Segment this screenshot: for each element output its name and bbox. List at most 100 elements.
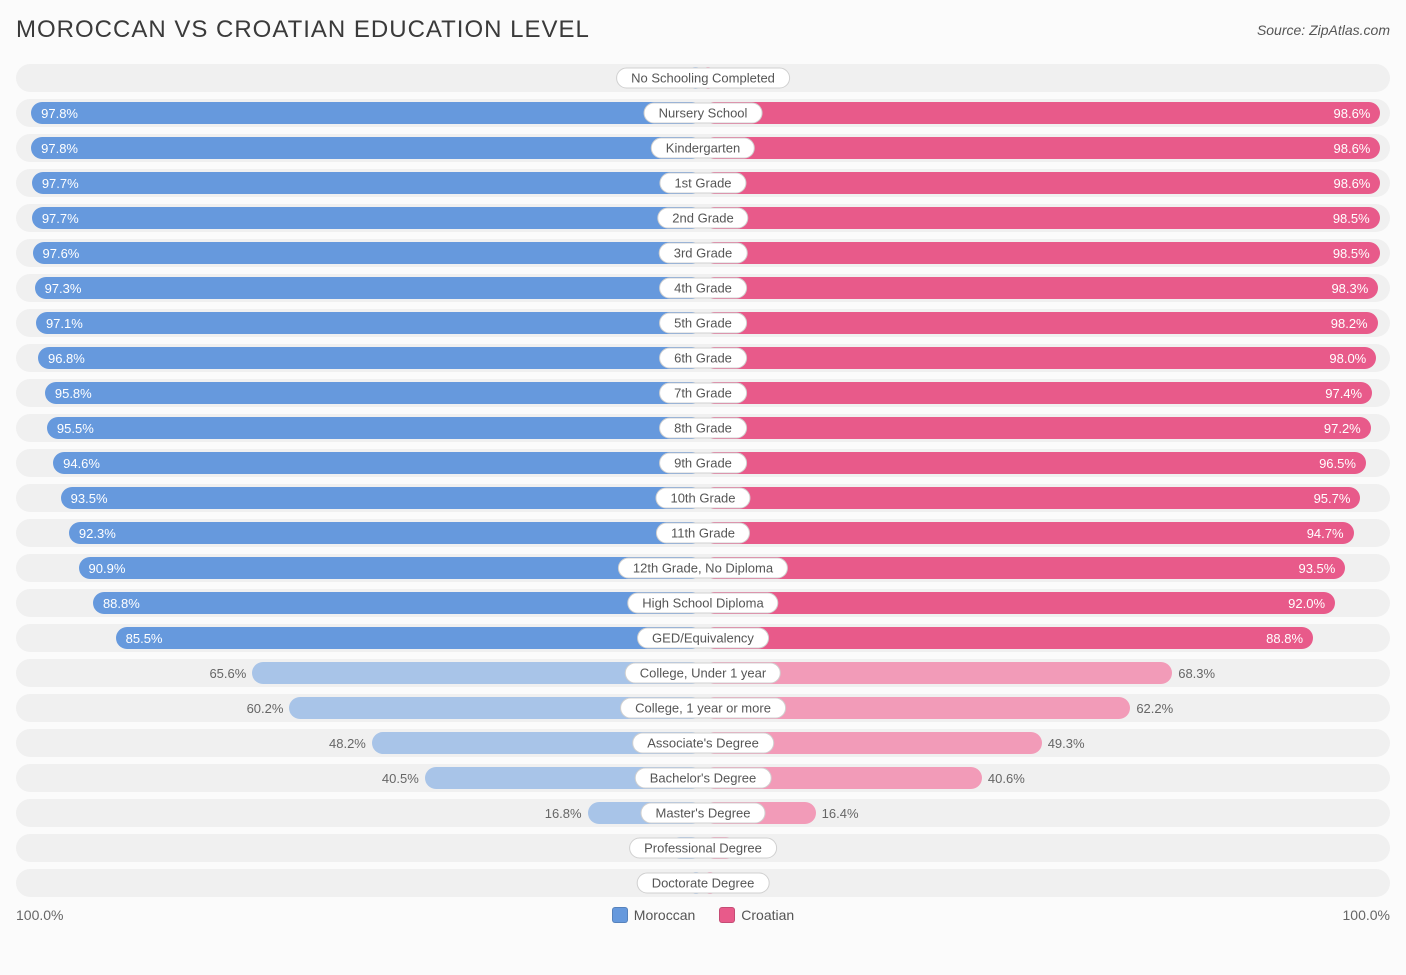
chart-row: 97.8% 98.6% Kindergarten [16, 134, 1390, 162]
legend-label-right: Croatian [741, 907, 794, 923]
bar-value-right: 98.2% [1321, 316, 1378, 331]
chart-row: 90.9% 93.5% 12th Grade, No Diploma [16, 554, 1390, 582]
category-label: Master's Degree [641, 803, 766, 824]
bar-left: 94.6% [53, 452, 703, 474]
bar-left: 92.3% [69, 522, 703, 544]
chart-row: 88.8%92.0%High School Diploma [16, 589, 1390, 617]
category-label: College, 1 year or more [620, 698, 786, 719]
bar-left: 97.6% [33, 242, 704, 264]
bar-value-right: 98.6% [1324, 141, 1381, 156]
category-label: College, Under 1 year [625, 663, 781, 684]
bar-value-left: 40.5% [372, 771, 425, 786]
category-label: Professional Degree [629, 838, 777, 859]
source-prefix: Source: [1257, 22, 1309, 38]
bar-left: 97.8% [31, 137, 703, 159]
chart-row: 16.8% 16.4% Master's Degree [16, 799, 1390, 827]
bar-left: 97.1% [36, 312, 703, 334]
bar-value-left: 97.3% [35, 281, 92, 296]
bar-value-right: 40.6% [982, 771, 1035, 786]
bar-value-left: 65.6% [199, 666, 252, 681]
bar-value-right: 93.5% [1288, 561, 1345, 576]
bar-value-right: 62.2% [1130, 701, 1183, 716]
bar-value-left: 95.5% [47, 421, 104, 436]
bar-value-right: 92.0% [1278, 596, 1335, 611]
category-label: 10th Grade [655, 488, 750, 509]
bar-value-right: 16.4% [816, 806, 869, 821]
chart-row: 94.6%96.5%9th Grade [16, 449, 1390, 477]
bar-value-left: 85.5% [116, 631, 173, 646]
bar-value-left: 16.8% [535, 806, 588, 821]
bar-value-left: 90.9% [79, 561, 136, 576]
chart-title: MOROCCAN VS CROATIAN EDUCATION LEVEL [16, 16, 590, 44]
bar-value-right: 97.2% [1314, 421, 1371, 436]
category-label: 8th Grade [659, 418, 747, 439]
chart-row: 40.5% 40.6% Bachelor's Degree [16, 764, 1390, 792]
bar-value-right: 88.8% [1256, 631, 1313, 646]
chart-row: 95.5% 97.2% 8th Grade [16, 414, 1390, 442]
bar-left: 93.5% [61, 487, 703, 509]
chart-row: 2.0%2.0%Doctorate Degree [16, 869, 1390, 897]
bar-right: 97.4% [703, 382, 1372, 404]
bar-value-right: 98.3% [1321, 281, 1378, 296]
chart-row: 65.6% 68.3% College, Under 1 year [16, 659, 1390, 687]
chart-row: 2.2%1.5%No Schooling Completed [16, 64, 1390, 92]
chart-row: 97.6% 98.5% 3rd Grade [16, 239, 1390, 267]
chart-row: 97.1%98.2%5th Grade [16, 309, 1390, 337]
chart-row: 85.5%88.8%GED/Equivalency [16, 624, 1390, 652]
bar-left: 97.8% [31, 102, 703, 124]
bar-right: 93.5% [703, 557, 1345, 579]
chart-row: 97.7%98.6%1st Grade [16, 169, 1390, 197]
bar-left: 96.8% [38, 347, 703, 369]
chart-row: 48.2%49.3%Associate's Degree [16, 729, 1390, 757]
butterfly-chart: 2.2%1.5%No Schooling Completed 97.8% 98.6%… [16, 64, 1390, 897]
bar-left: 95.5% [47, 417, 703, 439]
bar-right: 92.0% [703, 592, 1335, 614]
source-attribution: Source: ZipAtlas.com [1257, 22, 1390, 38]
legend: Moroccan Croatian [612, 907, 794, 923]
bar-right: 96.5% [703, 452, 1366, 474]
chart-row: 93.5% 95.7% 10th Grade [16, 484, 1390, 512]
bar-right: 88.8% [703, 627, 1313, 649]
bar-value-right: 95.7% [1304, 491, 1361, 506]
bar-right: 98.5% [703, 242, 1380, 264]
category-label: 1st Grade [659, 173, 746, 194]
category-label: 3rd Grade [659, 243, 748, 264]
bar-value-right: 98.0% [1319, 351, 1376, 366]
bar-value-right: 98.5% [1323, 246, 1380, 261]
axis-right-max: 100.0% [1343, 907, 1390, 923]
bar-value-left: 48.2% [319, 736, 372, 751]
bar-left: 95.8% [45, 382, 703, 404]
category-label: 12th Grade, No Diploma [618, 558, 788, 579]
bar-value-right: 68.3% [1172, 666, 1225, 681]
source-name: ZipAtlas.com [1309, 22, 1390, 38]
bar-right: 97.2% [703, 417, 1371, 439]
legend-swatch-right [719, 907, 735, 923]
category-label: Doctorate Degree [637, 873, 770, 894]
bar-right: 98.6% [703, 172, 1380, 194]
bar-value-left: 92.3% [69, 526, 126, 541]
chart-row: 96.8% 98.0% 6th Grade [16, 344, 1390, 372]
category-label: Bachelor's Degree [635, 768, 772, 789]
chart-row: 97.8% 98.6% Nursery School [16, 99, 1390, 127]
legend-swatch-left [612, 907, 628, 923]
bar-value-right: 98.5% [1323, 211, 1380, 226]
category-label: Nursery School [644, 103, 763, 124]
chart-row: 95.8%97.4%7th Grade [16, 379, 1390, 407]
chart-row: 60.2%62.2%College, 1 year or more [16, 694, 1390, 722]
bar-left: 97.3% [35, 277, 703, 299]
bar-value-left: 97.8% [31, 106, 88, 121]
legend-item-left: Moroccan [612, 907, 695, 923]
bar-value-right: 98.6% [1324, 176, 1381, 191]
legend-label-left: Moroccan [634, 907, 695, 923]
bar-left: 88.8% [93, 592, 703, 614]
bar-value-right: 94.7% [1297, 526, 1354, 541]
chart-footer: 100.0% Moroccan Croatian 100.0% [16, 907, 1390, 923]
category-label: Kindergarten [651, 138, 755, 159]
category-label: 6th Grade [659, 348, 747, 369]
axis-left-max: 100.0% [16, 907, 63, 923]
bar-value-right: 98.6% [1324, 106, 1381, 121]
category-label: 4th Grade [659, 278, 747, 299]
category-label: No Schooling Completed [616, 68, 790, 89]
bar-value-left: 97.6% [33, 246, 90, 261]
bar-right: 94.7% [703, 522, 1354, 544]
